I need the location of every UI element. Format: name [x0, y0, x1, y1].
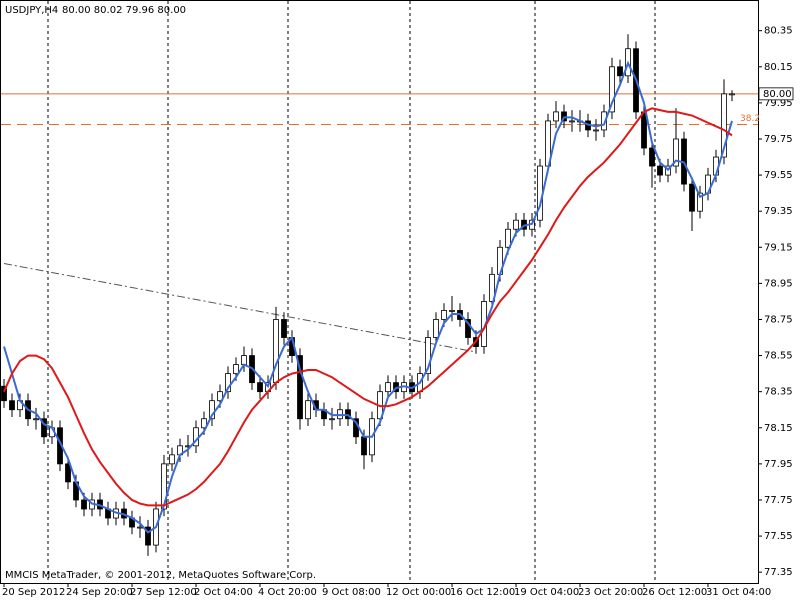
y-tick-label: 80.15: [764, 62, 793, 73]
candle-body: [297, 355, 303, 420]
candle-body: [41, 418, 47, 438]
y-tick-label: 78.75: [764, 314, 793, 325]
candle-body: [657, 165, 663, 176]
x-tick-label: 27 Sep 12:00: [130, 587, 197, 598]
y-tick-label: 77.95: [764, 459, 793, 470]
y-tick-label: 78.15: [764, 423, 793, 434]
candle-body: [601, 111, 607, 131]
candle-body: [553, 111, 559, 122]
x-tick-label: 2 Oct 04:00: [194, 587, 253, 598]
candle-body: [449, 310, 455, 312]
candle-body: [425, 337, 431, 375]
candle-body: [513, 219, 519, 230]
candle-body: [201, 418, 207, 429]
candle-body: [33, 418, 39, 421]
candle-body: [1, 385, 7, 402]
candle-body: [257, 382, 263, 393]
candle-body: [81, 499, 87, 510]
candle-body: [161, 463, 167, 510]
x-tick-label: 12 Oct 00:00: [386, 587, 451, 598]
x-tick-label: 20 Sep 2012: [2, 587, 65, 598]
candle-body: [137, 526, 143, 529]
candle-body: [641, 111, 647, 149]
fib-label: 38.2: [740, 114, 760, 124]
x-tick-label: 23 Oct 20:00: [578, 587, 643, 598]
y-tick-label: 79.55: [764, 170, 793, 181]
x-tick-label: 16 Oct 12:00: [450, 587, 515, 598]
candle-body: [361, 436, 367, 456]
candle-body: [305, 400, 311, 420]
y-tick-label: 79.15: [764, 242, 793, 253]
x-tick-label: 4 Oct 20:00: [258, 587, 317, 598]
ohlc-readout: 80.00 80.02 79.96 80.00: [62, 5, 186, 16]
candle-body: [9, 400, 15, 411]
candle-body: [281, 319, 287, 338]
candle-body: [505, 228, 511, 248]
candle-body: [609, 66, 615, 113]
candle-body: [233, 364, 239, 375]
candle-body: [697, 192, 703, 212]
candle-body: [649, 147, 655, 167]
x-tick-label: 24 Sep 20:00: [66, 587, 133, 598]
candle-body: [441, 310, 447, 320]
y-tick-label: 78.35: [764, 387, 793, 398]
y-tick-label: 78.55: [764, 351, 793, 362]
candle-body: [241, 355, 247, 366]
candle-body: [217, 391, 223, 402]
candle-body: [273, 319, 279, 384]
candle-body: [465, 319, 471, 338]
x-tick-label: 9 Oct 08:00: [322, 587, 381, 598]
candle-body: [729, 93, 735, 96]
candle-body: [169, 454, 175, 465]
candle-body: [593, 129, 599, 132]
y-tick-label: 78.95: [764, 278, 793, 289]
y-tick-label: 80.35: [764, 26, 793, 37]
x-tick-label: 26 Oct 12:00: [642, 587, 707, 598]
moving-average: [3, 107, 733, 507]
symbol-label: USDJPY,H4: [5, 5, 58, 16]
candle-body: [433, 319, 439, 338]
moving-average: [3, 60, 733, 534]
candle-body: [385, 382, 391, 393]
y-tick-label: 77.75: [764, 495, 793, 506]
y-tick-label: 77.35: [764, 567, 793, 578]
plot-frame: [0, 0, 759, 584]
y-tick-label: 79.95: [764, 98, 793, 109]
candle-body: [689, 183, 695, 212]
candle-body: [65, 463, 71, 483]
candle-body: [673, 138, 679, 167]
x-tick-label: 31 Oct 04:00: [706, 587, 771, 598]
candle-body: [489, 273, 495, 302]
candle-body: [145, 526, 151, 546]
candle-body: [617, 66, 623, 77]
copyright: MMCIS MetaTrader, © 2001-2012, MetaQuote…: [5, 570, 316, 581]
x-tick-label: 19 Oct 04:00: [514, 587, 579, 598]
y-tick-label: 77.55: [764, 531, 793, 542]
candle-body: [721, 93, 727, 158]
price-tag-label: 80.00: [763, 89, 792, 100]
candle-body: [225, 373, 231, 393]
trendline: [3, 263, 477, 353]
candle-body: [329, 418, 335, 421]
price-tag: [758, 87, 794, 101]
y-tick-label: 79.35: [764, 206, 793, 217]
candle-body: [209, 400, 215, 420]
candle-body: [569, 120, 575, 123]
y-tick-label: 79.75: [764, 134, 793, 145]
